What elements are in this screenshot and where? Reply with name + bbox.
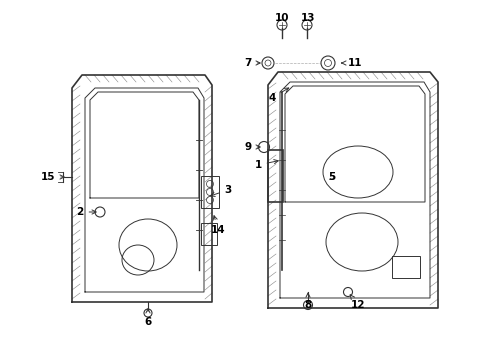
Text: 7: 7 — [244, 58, 260, 68]
Text: 8: 8 — [304, 293, 311, 310]
Text: 14: 14 — [210, 216, 225, 235]
Text: 1: 1 — [254, 159, 278, 170]
Text: 13: 13 — [300, 13, 315, 23]
Text: 12: 12 — [349, 295, 365, 310]
Text: 6: 6 — [144, 309, 151, 327]
Text: 5: 5 — [328, 172, 335, 182]
Text: 5: 5 — [328, 172, 334, 182]
Text: 9: 9 — [244, 142, 260, 152]
Text: 11: 11 — [341, 58, 362, 68]
Text: 15: 15 — [41, 172, 64, 182]
Text: 3: 3 — [210, 185, 231, 197]
Text: 4: 4 — [268, 88, 288, 103]
Text: 2: 2 — [76, 207, 96, 217]
Text: 10: 10 — [274, 13, 289, 23]
